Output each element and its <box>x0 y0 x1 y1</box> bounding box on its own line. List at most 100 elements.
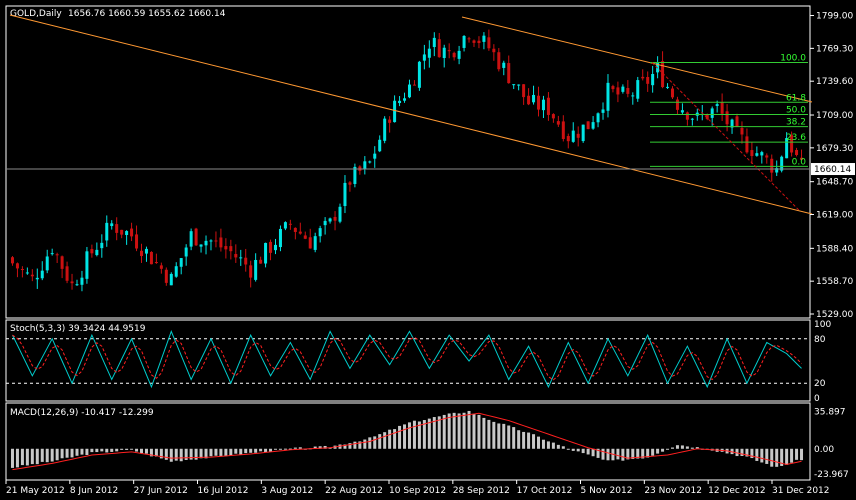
candle-body <box>765 155 769 158</box>
macd-hist-bar <box>755 448 759 461</box>
candle-body <box>313 236 317 250</box>
candle-body <box>214 240 218 242</box>
macd-hist-bar <box>522 431 526 449</box>
macd-hist-bar <box>244 448 248 454</box>
macd-hist-bar <box>502 423 506 449</box>
macd-hist-bar <box>209 448 213 457</box>
overlay-lines: 100.0 61.8 50.0 38.2 23.6 0.0 <box>6 14 813 215</box>
macd-hist-bar <box>447 413 451 449</box>
macd-hist-bar <box>427 418 431 449</box>
candle-body <box>259 259 263 264</box>
macd-hist-bar <box>214 448 218 456</box>
candle-body <box>512 84 516 86</box>
macd-hist-bar <box>680 445 684 449</box>
channel-line-upper <box>461 16 813 103</box>
macd-hist-bar <box>184 448 188 460</box>
macd-hist-bar <box>120 448 124 450</box>
candle-body <box>646 77 650 84</box>
candle-body <box>725 111 729 125</box>
candle-body <box>770 158 774 173</box>
macd-hist-bar <box>393 429 397 449</box>
macd-hist-bar <box>790 448 794 463</box>
macd-hist-bar <box>194 448 198 460</box>
candle-body <box>551 114 555 119</box>
candle-body <box>487 37 491 49</box>
candle-body <box>621 86 625 92</box>
stoch-signal-line <box>12 334 802 381</box>
macd-hist-bar <box>641 448 645 459</box>
fib-level-label: 38.2 <box>786 118 806 128</box>
candle-body <box>432 37 436 48</box>
macd-hist-bar <box>507 425 511 449</box>
candle-body <box>378 139 382 152</box>
candle-body <box>447 50 451 52</box>
macd-hist-bar <box>298 447 302 449</box>
macd-hist-bar <box>249 448 253 453</box>
macd-hist-bar <box>690 447 694 449</box>
candle-body <box>750 150 754 157</box>
macd-hist-bar <box>154 448 158 457</box>
candle-body <box>507 63 511 84</box>
candle-body <box>735 116 739 127</box>
candle-body <box>144 248 148 254</box>
macd-hist-bar <box>140 448 144 454</box>
macd-tick-label: 35.897 <box>814 407 846 417</box>
candle-body <box>189 231 193 247</box>
candle-body <box>651 73 655 86</box>
macd-hist-bar <box>527 432 531 449</box>
candle-body <box>467 38 471 40</box>
macd-hist-bar <box>179 448 183 462</box>
candle-body <box>532 94 536 103</box>
fib-level-label: 0.0 <box>792 157 807 167</box>
y-tick-label: 1799.00 <box>816 12 853 22</box>
candle-body <box>730 119 734 128</box>
channel-line-lower <box>9 14 813 215</box>
macd-hist-bar <box>636 448 640 459</box>
macd-hist-bar <box>770 448 774 467</box>
candle-body <box>338 206 342 222</box>
macd-hist-bar <box>656 448 660 454</box>
candle-body <box>184 247 188 257</box>
macd-hist-bar <box>293 447 297 449</box>
candle-body <box>20 269 24 271</box>
macd-signal-line <box>12 412 802 471</box>
candle-body <box>264 242 268 264</box>
candle-body <box>164 269 168 283</box>
macd-tick-label: -23.967 <box>814 470 849 480</box>
macd-hist-bar <box>149 448 153 457</box>
macd-hist-bar <box>517 430 521 449</box>
macd-hist-bar <box>135 448 139 452</box>
macd-hist-bar <box>323 445 327 449</box>
macd-hist-bar <box>55 448 59 461</box>
macd-hist-bar <box>343 444 347 449</box>
macd-hist-bar <box>20 448 24 466</box>
macd-hist-bar <box>164 448 168 460</box>
macd-hist-bar <box>199 448 203 459</box>
stoch-tick-label: 20 <box>814 379 826 389</box>
macd-hist-bar <box>15 448 19 468</box>
macd-hist-bar <box>576 448 580 452</box>
macd-hist-bar <box>398 425 402 449</box>
candle-body <box>517 84 521 86</box>
candle-body <box>670 88 674 98</box>
macd-hist-bar <box>85 448 89 455</box>
stoch-series <box>6 330 810 389</box>
macd-hist-bar <box>363 439 367 449</box>
candle-body <box>740 127 744 135</box>
candle-body <box>606 82 610 111</box>
macd-hist-bar <box>368 437 372 449</box>
fib-level-label: 50.0 <box>786 105 806 115</box>
macd-hist-bar <box>795 448 799 460</box>
macd-hist-bar <box>581 448 585 454</box>
macd-series <box>10 410 804 471</box>
candle-body <box>65 266 69 281</box>
y-tick-label: 1648.70 <box>816 178 853 188</box>
candle-body <box>556 121 560 125</box>
x-tick-label: 17 Oct 2012 <box>517 486 573 496</box>
macd-hist-bar <box>422 420 426 449</box>
stoch-label: Stoch(5,3,3) 39.3424 44.9519 <box>10 324 146 334</box>
main-panel-frame <box>5 5 811 319</box>
candle-body <box>224 246 228 250</box>
candle-body <box>10 257 14 264</box>
